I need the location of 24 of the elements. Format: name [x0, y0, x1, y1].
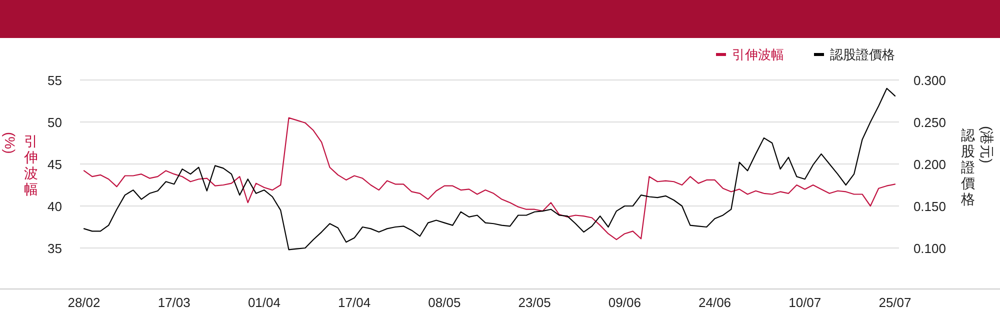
x-tick-label: 17/03 [158, 295, 190, 310]
x-tick-label: 25/07 [878, 295, 912, 310]
y2-tick-label: 0.200 [913, 157, 946, 172]
y-tick-label: 55 [48, 73, 62, 88]
line-series [83, 88, 896, 250]
y2-tick-label: 0.250 [913, 115, 946, 130]
line-series [83, 117, 896, 240]
y-tick-label: 45 [48, 157, 62, 172]
y-tick-label: 50 [48, 115, 62, 130]
y2-tick-label: 0.300 [913, 73, 946, 88]
legend-label: 引伸波幅 [732, 47, 784, 62]
y-tick-label: 35 [48, 241, 62, 256]
x-tick-label: 09/06 [608, 295, 641, 310]
y2-tick-label: 0.100 [913, 241, 946, 256]
x-tick-label: 17/04 [338, 295, 371, 310]
x-tick-label: 28/02 [68, 295, 100, 310]
legend-label: 認股證價格 [830, 47, 895, 62]
x-tick-label: 01/04 [248, 295, 280, 310]
x-tick-label: 23/05 [518, 295, 551, 310]
y2-tick-label: 0.150 [913, 199, 946, 214]
x-tick-label: 10/07 [788, 295, 822, 310]
x-tick-label: 24/06 [698, 295, 732, 310]
x-tick-label: 08/05 [428, 295, 461, 310]
y-tick-label: 40 [48, 199, 62, 214]
